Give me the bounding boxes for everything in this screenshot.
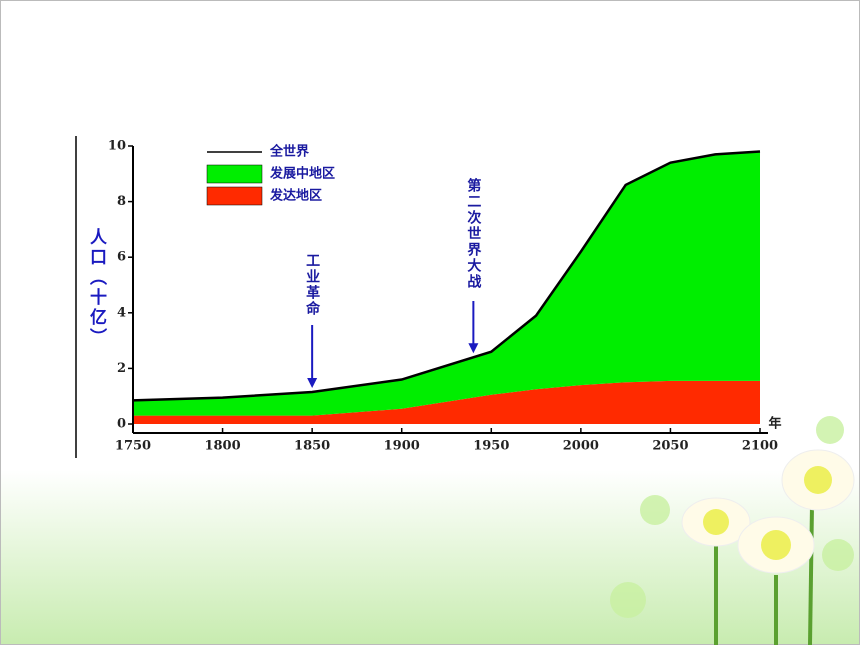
annotation-arrowhead bbox=[468, 343, 479, 354]
flower-decoration bbox=[610, 416, 855, 645]
legend-swatch bbox=[206, 186, 263, 206]
bottom-gradient bbox=[1, 470, 859, 644]
y-tick-label: 2 bbox=[117, 361, 126, 376]
area bbox=[133, 380, 760, 424]
x-tick-label: 2000 bbox=[563, 439, 599, 454]
y-axis-label: 人口（十亿） bbox=[86, 228, 107, 348]
legend-label: 发展中地区 bbox=[269, 166, 335, 182]
annotation: 工业革命 bbox=[304, 253, 321, 317]
annotation-arrowhead bbox=[307, 378, 318, 389]
x-tick-label: 2050 bbox=[652, 439, 688, 454]
line bbox=[132, 150, 761, 402]
x-axis-unit: 年 bbox=[768, 416, 781, 432]
legend-label: 发达地区 bbox=[269, 188, 322, 204]
x-tick-label: 1950 bbox=[473, 439, 509, 454]
y-tick-label: 8 bbox=[117, 194, 126, 209]
legend-label: 全世界 bbox=[269, 144, 309, 160]
y-tick-label: 0 bbox=[117, 417, 126, 432]
x-tick-label: 1850 bbox=[294, 439, 330, 454]
y-tick-label: 6 bbox=[117, 250, 126, 265]
x-tick-label: 1800 bbox=[204, 439, 240, 454]
x-tick-label: 1900 bbox=[384, 439, 420, 454]
area bbox=[133, 151, 760, 416]
x-tick-label: 1750 bbox=[115, 439, 151, 454]
x-tick-label: 2100 bbox=[742, 439, 778, 454]
annotation: 第二次世界大战 bbox=[465, 177, 481, 290]
y-tick-label: 4 bbox=[117, 305, 126, 320]
y-tick-label: 10 bbox=[108, 139, 126, 154]
legend-swatch bbox=[206, 164, 263, 184]
